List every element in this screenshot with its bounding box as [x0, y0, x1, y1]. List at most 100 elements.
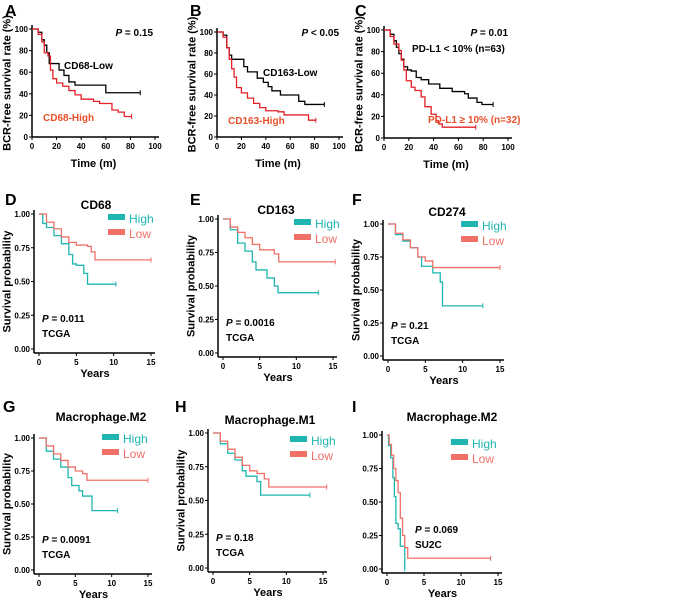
x-axis-label: Years [80, 368, 109, 380]
x-tick-label: 15 [147, 358, 156, 367]
panel-d: D CD68 0 5 10 15 0.00 0.25 0.50 0.75 1.00 Years Surv… [1, 192, 156, 380]
p-value: P = 0.0016 [226, 318, 275, 329]
p-value: P = 0.0091 [42, 535, 91, 546]
y-tick-label: 0.50 [363, 286, 379, 295]
y-axis-label: Survival probability [1, 452, 13, 555]
x-tick-label: 40 [261, 142, 270, 151]
x-tick-label: 40 [429, 143, 438, 152]
legend-swatch [451, 439, 468, 445]
legend-swatch [461, 236, 478, 242]
legend-label: Low [482, 234, 504, 248]
chart-title: CD274 [428, 205, 466, 219]
y-tick-label: 1.00 [188, 429, 204, 438]
y-tick-label: 100 [367, 26, 381, 35]
curve-label: PD-L1 < 10% (n=63) [412, 44, 505, 55]
km-curve-cd68-high [32, 28, 132, 118]
legend-swatch [108, 214, 125, 220]
x-tick-label: 10 [457, 578, 466, 587]
x-tick-label: 20 [237, 142, 246, 151]
panel-i: I Macrophage.M2 0 5 10 15 0.00 0.25 0.50 0.75 1.00… [352, 399, 503, 600]
y-tick-label: 0.25 [14, 311, 30, 320]
y-tick-label: 60 [204, 70, 213, 79]
legend-label: Low [472, 452, 494, 466]
panel-letter: I [352, 399, 356, 416]
y-tick-label: 0.50 [188, 497, 204, 506]
x-tick-label: 15 [496, 365, 505, 374]
legend-label: High [129, 212, 154, 226]
km-curve-low [39, 213, 151, 261]
y-tick-label: 0.75 [198, 249, 214, 258]
km-curve-low [213, 432, 327, 488]
y-axis-label: BCR-free survival rate (%) [354, 16, 366, 152]
x-tick-label: 0 [211, 577, 216, 586]
panel-f: F CD274 0 5 10 15 0.00 0.25 0.50 0.75 1.00 Years Sur… [350, 192, 506, 387]
x-tick-label: 5 [73, 579, 78, 588]
x-tick-label: 0 [37, 579, 42, 588]
y-tick-label: 40 [19, 90, 28, 99]
legend-label: High [123, 432, 148, 446]
x-tick-label: 5 [423, 365, 428, 374]
p-value: P < 0.05 [301, 28, 339, 39]
y-tick-label: 0 [209, 133, 214, 142]
curve-label: CD68-Low [64, 61, 113, 72]
km-curve-high [223, 218, 319, 294]
y-tick-label: 0.25 [363, 319, 379, 328]
km-curve-low [39, 437, 148, 481]
y-tick-label: 0.00 [188, 564, 204, 573]
x-axis-label: Years [428, 588, 457, 600]
y-tick-label: 80 [204, 49, 213, 58]
x-tick-label: 20 [52, 142, 61, 151]
y-tick-label: 0.00 [363, 352, 379, 361]
legend-label: Low [311, 449, 333, 463]
p-value: P = 0.011 [42, 314, 85, 325]
y-tick-label: 0.25 [14, 533, 30, 542]
y-tick-label: 0.75 [14, 467, 30, 476]
x-tick-label: 20 [404, 143, 413, 152]
cohort-label: TCGA [391, 336, 419, 347]
legend-label: High [472, 437, 497, 451]
x-tick-label: 80 [126, 142, 135, 151]
legend-label: Low [123, 447, 145, 461]
legend-swatch [290, 451, 307, 457]
km-curve-pd-l1-10-n-32- [384, 29, 476, 128]
curve-label: CD163-High [228, 116, 285, 127]
legend-label: Low [129, 227, 151, 241]
y-tick-label: 0.75 [363, 253, 379, 262]
p-value: P = 0.18 [216, 533, 254, 544]
y-tick-label: 0.25 [198, 316, 214, 325]
y-tick-label: 0.25 [362, 532, 378, 541]
km-curve-low [223, 218, 336, 263]
y-tick-label: 0.50 [14, 278, 30, 287]
y-tick-label: 0.50 [362, 498, 378, 507]
y-tick-label: 20 [371, 112, 380, 121]
x-axis-label: Years [79, 589, 108, 601]
legend-label: Low [315, 232, 337, 246]
legend-label: High [311, 434, 336, 448]
chart-title: Macrophage.M2 [56, 410, 147, 424]
legend-swatch [102, 434, 119, 440]
y-tick-label: 60 [19, 68, 28, 77]
x-axis-label: Years [429, 375, 458, 387]
legend-swatch [451, 454, 468, 460]
x-axis-label: Years [253, 587, 282, 599]
panel-g: G Macrophage.M2 0 5 10 15 0.00 0.25 0.50 0.75 1.00… [1, 399, 153, 601]
x-tick-label: 15 [494, 578, 503, 587]
y-tick-label: 0.00 [362, 565, 378, 574]
panel-h: H Macrophage.M1 0 5 10 15 0.00 0.25 0.50 0.75 1.00… [175, 399, 336, 599]
km-curve-high [39, 213, 116, 285]
km-curve-pd-l1-10-n-63- [384, 29, 494, 106]
y-tick-label: 60 [371, 69, 380, 78]
curve-label: PD-L1 ≥ 10% (n=32) [428, 115, 520, 126]
y-tick-label: 0 [376, 134, 381, 143]
x-tick-label: 5 [257, 362, 262, 371]
curve-label: CD163-Low [263, 68, 318, 79]
y-tick-label: 0.00 [14, 345, 30, 354]
cohort-label: SU2C [415, 540, 442, 551]
y-axis-label: Survival probability [185, 234, 197, 337]
chart-title: CD163 [257, 203, 295, 217]
x-tick-label: 0 [386, 365, 391, 374]
y-tick-label: 0.75 [14, 244, 30, 253]
panel-letter: F [352, 192, 362, 209]
